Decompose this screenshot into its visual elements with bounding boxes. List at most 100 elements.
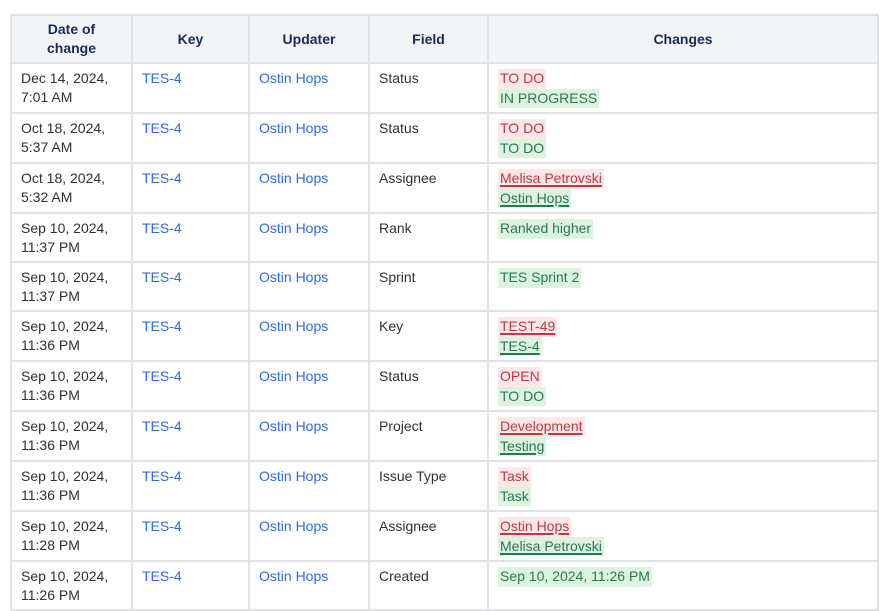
updater-cell: Ostin Hops (248, 261, 370, 312)
table-row: Sep 10, 2024, 11:36 PM TES-4 Ostin Hops … (10, 310, 879, 362)
date-of-change-cell: Oct 18, 2024, 5:32 AM (10, 162, 133, 214)
issue-key-link[interactable]: TES-4 (142, 418, 182, 434)
date-of-change-cell: Sep 10, 2024, 11:28 PM (10, 510, 133, 562)
change-old-value[interactable]: TEST-49 (498, 317, 558, 337)
field-cell: Status (368, 62, 489, 114)
table-row: Sep 10, 2024, 11:37 PM TES-4 Ostin Hops … (10, 261, 879, 312)
issue-key-link[interactable]: TES-4 (142, 120, 182, 136)
field-cell: Created (368, 560, 489, 611)
issue-key-cell: TES-4 (131, 162, 250, 214)
date-of-change-cell: Sep 10, 2024, 11:36 PM (10, 310, 133, 362)
change-old-value[interactable]: Development (498, 417, 585, 437)
updater-link[interactable]: Ostin Hops (259, 568, 329, 584)
change-old-value[interactable]: Melisa Petrovski (498, 169, 604, 189)
changes-cell: TO DO IN PROGRESS (487, 62, 879, 114)
field-cell: Rank (368, 212, 489, 263)
updater-cell: Ostin Hops (248, 360, 370, 412)
issue-key-cell: TES-4 (131, 410, 250, 462)
issue-key-link[interactable]: TES-4 (142, 368, 182, 384)
issue-key-cell: TES-4 (131, 560, 250, 611)
updater-link[interactable]: Ostin Hops (259, 468, 329, 484)
changes-cell: TEST-49 TES-4 (487, 310, 879, 362)
changes-cell: OPEN TO DO (487, 360, 879, 412)
updater-link[interactable]: Ostin Hops (259, 269, 329, 285)
issue-key-link[interactable]: TES-4 (142, 468, 182, 484)
updater-link[interactable]: Ostin Hops (259, 70, 329, 86)
date-of-change-cell: Dec 14, 2024, 7:01 AM (10, 62, 133, 114)
field-cell: Assignee (368, 162, 489, 214)
issue-key-link[interactable]: TES-4 (142, 518, 182, 534)
column-header-updater: Updater (248, 14, 370, 64)
change-new-value: Task (498, 486, 531, 506)
date-of-change-cell: Sep 10, 2024, 11:37 PM (10, 261, 133, 312)
change-new-value[interactable]: Ostin Hops (498, 188, 572, 208)
updater-link[interactable]: Ostin Hops (259, 318, 329, 334)
change-new-value: TO DO (498, 138, 547, 158)
history-table-body: Dec 14, 2024, 7:01 AM TES-4 Ostin Hops S… (10, 62, 879, 611)
updater-link[interactable]: Ostin Hops (259, 220, 329, 236)
issue-key-cell: TES-4 (131, 261, 250, 312)
change-old-value: TO DO (498, 69, 547, 89)
table-row: Sep 10, 2024, 11:26 PM TES-4 Ostin Hops … (10, 560, 879, 611)
updater-link[interactable]: Ostin Hops (259, 518, 329, 534)
change-old-value: Task (498, 467, 531, 487)
change-new-value: TES Sprint 2 (498, 268, 582, 288)
table-row: Sep 10, 2024, 11:36 PM TES-4 Ostin Hops … (10, 460, 879, 512)
change-old-value[interactable]: Ostin Hops (498, 517, 572, 537)
changes-cell: Task Task (487, 460, 879, 512)
issue-key-link[interactable]: TES-4 (142, 220, 182, 236)
date-of-change-cell: Sep 10, 2024, 11:36 PM (10, 360, 133, 412)
date-of-change-cell: Oct 18, 2024, 5:37 AM (10, 112, 133, 164)
issue-key-cell: TES-4 (131, 62, 250, 114)
issue-key-link[interactable]: TES-4 (142, 70, 182, 86)
field-cell: Issue Type (368, 460, 489, 512)
issue-key-cell: TES-4 (131, 360, 250, 412)
change-new-value[interactable]: Melisa Petrovski (498, 536, 604, 556)
change-old-value: OPEN (498, 367, 542, 387)
change-old-value: TO DO (498, 119, 547, 139)
column-header-key: Key (131, 14, 250, 64)
updater-cell: Ostin Hops (248, 460, 370, 512)
updater-link[interactable]: Ostin Hops (259, 170, 329, 186)
issue-key-cell: TES-4 (131, 112, 250, 164)
field-cell: Status (368, 112, 489, 164)
issue-key-link[interactable]: TES-4 (142, 170, 182, 186)
updater-cell: Ostin Hops (248, 310, 370, 362)
date-of-change-cell: Sep 10, 2024, 11:36 PM (10, 410, 133, 462)
table-row: Oct 18, 2024, 5:37 AM TES-4 Ostin Hops S… (10, 112, 879, 164)
issue-key-link[interactable]: TES-4 (142, 568, 182, 584)
field-cell: Sprint (368, 261, 489, 312)
updater-link[interactable]: Ostin Hops (259, 418, 329, 434)
date-of-change-cell: Sep 10, 2024, 11:37 PM (10, 212, 133, 263)
column-header-changes: Changes (487, 14, 879, 64)
changes-cell: Ranked higher (487, 212, 879, 263)
changes-cell: Melisa Petrovski Ostin Hops (487, 162, 879, 214)
field-cell: Project (368, 410, 489, 462)
table-header: Date of change Key Updater Field Changes (10, 14, 879, 64)
issue-key-link[interactable]: TES-4 (142, 269, 182, 285)
change-new-value[interactable]: Testing (498, 436, 547, 456)
issue-key-cell: TES-4 (131, 212, 250, 263)
change-new-value: IN PROGRESS (498, 88, 600, 108)
table-row: Sep 10, 2024, 11:36 PM TES-4 Ostin Hops … (10, 410, 879, 462)
field-cell: Key (368, 310, 489, 362)
change-new-value: Ranked higher (498, 219, 594, 239)
date-of-change-cell: Sep 10, 2024, 11:26 PM (10, 560, 133, 611)
change-new-value: Sep 10, 2024, 11:26 PM (498, 567, 652, 587)
change-new-value[interactable]: TES-4 (498, 336, 542, 356)
issue-key-cell: TES-4 (131, 310, 250, 362)
field-cell: Status (368, 360, 489, 412)
table-row: Oct 18, 2024, 5:32 AM TES-4 Ostin Hops A… (10, 162, 879, 214)
updater-link[interactable]: Ostin Hops (259, 368, 329, 384)
column-header-date-of-change: Date of change (10, 14, 133, 64)
issue-key-cell: TES-4 (131, 510, 250, 562)
updater-cell: Ostin Hops (248, 112, 370, 164)
column-header-field: Field (368, 14, 489, 64)
updater-cell: Ostin Hops (248, 62, 370, 114)
updater-link[interactable]: Ostin Hops (259, 120, 329, 136)
changes-cell: Ostin Hops Melisa Petrovski (487, 510, 879, 562)
issue-key-link[interactable]: TES-4 (142, 318, 182, 334)
updater-cell: Ostin Hops (248, 560, 370, 611)
date-of-change-cell: Sep 10, 2024, 11:36 PM (10, 460, 133, 512)
